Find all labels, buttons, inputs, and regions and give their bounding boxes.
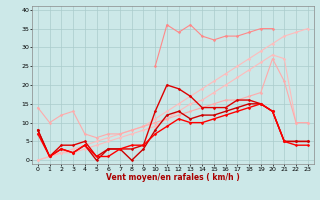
X-axis label: Vent moyen/en rafales ( km/h ): Vent moyen/en rafales ( km/h ) bbox=[106, 173, 240, 182]
